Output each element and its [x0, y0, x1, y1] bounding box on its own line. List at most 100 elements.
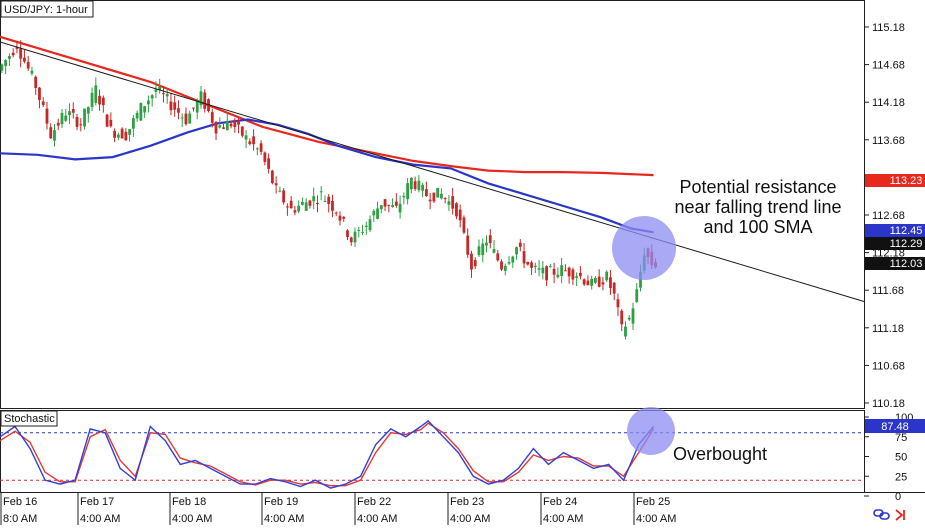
candle-body: [259, 143, 263, 152]
price-tick-label: 115.18: [872, 22, 905, 34]
candle-body: [522, 251, 526, 264]
candle-body: [462, 217, 466, 233]
candle-body: [458, 209, 462, 221]
price-tick-label: 112.68: [872, 210, 905, 222]
candle-body: [30, 70, 34, 74]
candle-body: [94, 85, 98, 103]
candle-body: [631, 308, 635, 324]
candle-body: [327, 196, 331, 204]
candle-body: [312, 196, 316, 202]
time-axis: Feb 16 8:0 AM Feb 17 4:00 AM Feb 18 4:00 AM Fe…: [0, 492, 676, 525]
candle-body: [162, 93, 165, 95]
candle-body: [609, 277, 612, 288]
candle-body: [195, 100, 199, 113]
candle-body: [552, 268, 556, 275]
candle-body: [199, 91, 203, 106]
candle-body: [413, 181, 417, 189]
candle-body: [597, 276, 601, 287]
candle-body: [372, 210, 376, 216]
candle-body: [492, 249, 496, 253]
candle-body: [526, 262, 530, 265]
candle-body: [338, 215, 342, 221]
candle-body: [41, 101, 45, 105]
candle-body: [135, 112, 139, 119]
link-icon[interactable]: [873, 509, 890, 520]
candle-body: [518, 242, 522, 247]
price-tag-bg: [865, 174, 925, 187]
candle-body: [169, 101, 173, 111]
candle-body: [590, 278, 594, 286]
candle-body: [349, 237, 353, 243]
indicator-title: Stochastic: [4, 413, 55, 425]
symbol-title: USD/JPY: 1-hour: [4, 4, 88, 16]
candle-body: [225, 121, 229, 131]
candle-body: [383, 199, 387, 207]
candle-body: [244, 135, 248, 140]
candle-body: [627, 317, 631, 320]
day-label: Feb 17: [80, 496, 114, 508]
resistance-highlight-circle: [612, 216, 676, 280]
candle-body: [533, 265, 537, 268]
candle-body: [38, 87, 41, 100]
candle-body: [575, 276, 579, 278]
candle-body: [19, 48, 23, 59]
candle-body: [376, 208, 379, 219]
candle-body: [267, 158, 271, 169]
price-tick-label: 113.68: [872, 135, 905, 147]
candle-body: [68, 111, 71, 116]
candle-body: [451, 196, 455, 209]
candle-body: [394, 201, 398, 206]
candle-body: [563, 270, 567, 272]
candle-body: [485, 242, 488, 246]
price-tick-label: 110.68: [872, 360, 905, 372]
candle-body: [556, 274, 560, 278]
overbought-note: Overbought: [673, 444, 767, 464]
price-tag: 112.03: [890, 258, 923, 270]
stoch-value-tag: 87.48: [881, 421, 909, 433]
candle-body: [353, 231, 357, 243]
time-sub-label: 4:00 AM: [264, 513, 304, 525]
candle-body: [26, 61, 30, 69]
stoch-tick-label: 75: [895, 432, 907, 444]
candle-body: [143, 106, 147, 113]
candle-body: [364, 225, 368, 227]
candle-body: [432, 192, 436, 202]
candle-body: [409, 177, 413, 190]
price-tick-label: 114.18: [872, 97, 905, 109]
time-sub-label: 4:00 AM: [636, 513, 676, 525]
stoch-k-line: [0, 419, 655, 489]
candle-body: [23, 57, 26, 62]
time-sub-label: 4:00 AM: [172, 513, 212, 525]
candle-body: [421, 184, 425, 191]
candle-body: [616, 299, 620, 308]
candle-body: [594, 277, 597, 283]
candle-body: [105, 114, 109, 127]
candle-body: [86, 107, 90, 114]
candle-body: [131, 118, 135, 129]
candle-body: [428, 199, 432, 202]
candle-body: [289, 200, 293, 209]
candle-body: [180, 117, 184, 119]
candle-body: [515, 247, 518, 255]
price-tick-label: 114.68: [872, 60, 905, 72]
candle-body: [98, 95, 101, 105]
candle-body: [184, 113, 188, 125]
candle-body: [49, 127, 53, 139]
candle-body: [424, 189, 428, 197]
candle-body: [116, 134, 120, 138]
day-label: Feb 23: [450, 496, 484, 508]
candle-body: [477, 246, 481, 256]
candle-body: [218, 125, 222, 128]
candle-body: [139, 103, 143, 121]
candle-body: [342, 216, 346, 219]
candle-body: [8, 56, 11, 59]
candle-body: [4, 60, 8, 67]
time-sub-label: 4:00 AM: [450, 513, 490, 525]
candle-body: [165, 94, 169, 97]
candle-body: [387, 204, 391, 206]
scroll-right-icon[interactable]: [895, 509, 905, 521]
candle-body: [158, 86, 162, 90]
candle-body: [601, 282, 605, 285]
